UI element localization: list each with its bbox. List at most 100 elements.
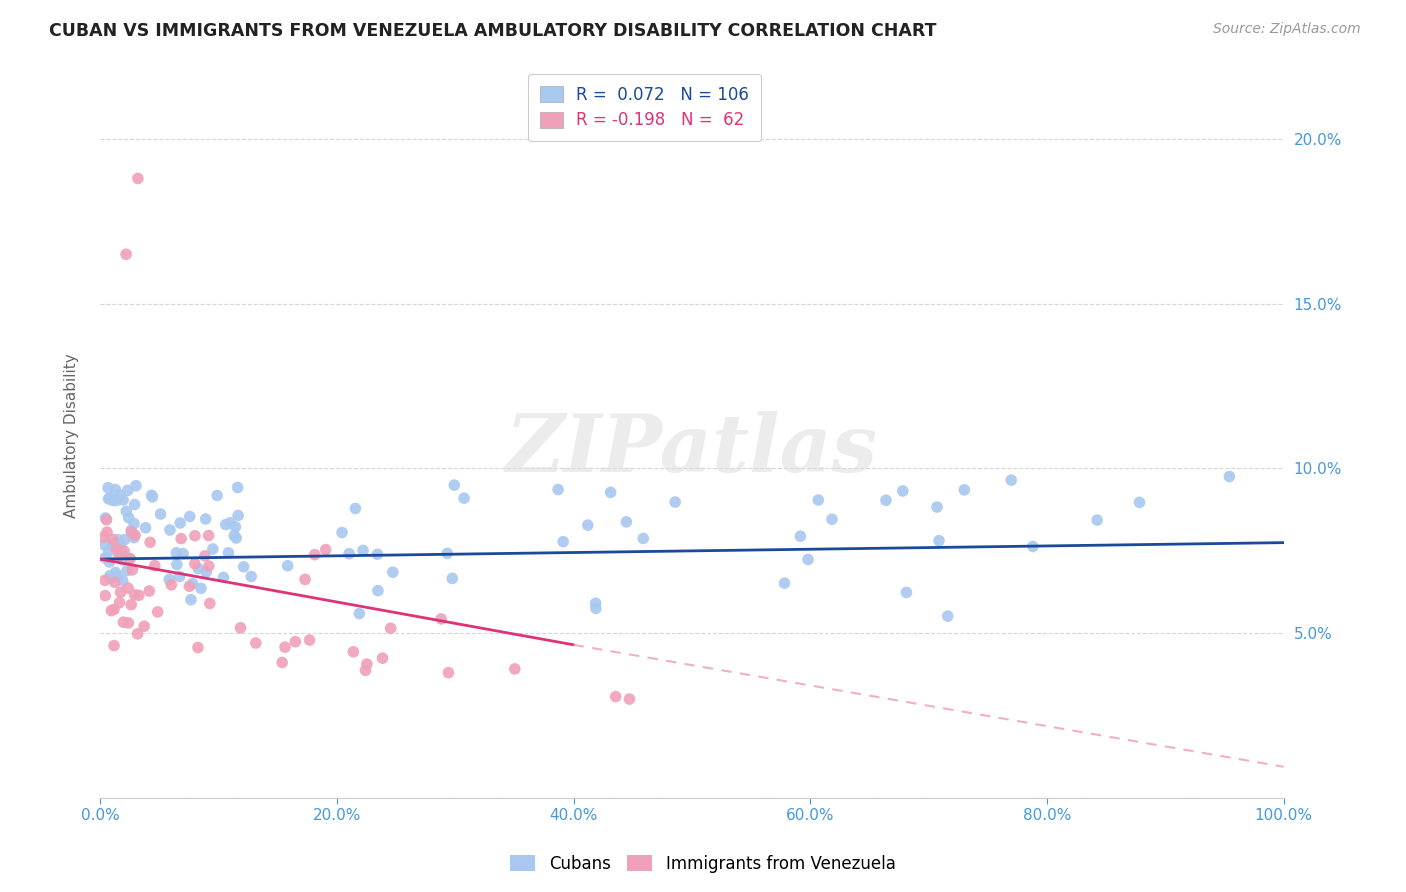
- Point: [179, 579, 201, 593]
- Point: [159, 523, 181, 537]
- Point: [453, 491, 475, 506]
- Point: [585, 596, 607, 610]
- Point: [128, 588, 150, 602]
- Point: [928, 533, 950, 548]
- Point: [166, 558, 188, 572]
- Point: [157, 573, 180, 587]
- Point: [226, 480, 249, 494]
- Point: [97, 544, 120, 558]
- Point: [197, 528, 219, 542]
- Point: [271, 656, 294, 670]
- Point: [122, 531, 145, 545]
- Point: [124, 588, 146, 602]
- Point: [437, 665, 460, 680]
- Point: [115, 504, 138, 518]
- Point: [330, 525, 353, 540]
- Point: [101, 493, 124, 508]
- Point: [1128, 495, 1150, 509]
- Point: [117, 615, 139, 630]
- Point: [181, 576, 204, 591]
- Point: [240, 569, 263, 583]
- Point: [104, 483, 127, 497]
- Point: [170, 532, 193, 546]
- Point: [1085, 513, 1108, 527]
- Point: [165, 546, 187, 560]
- Point: [125, 479, 148, 493]
- Point: [371, 651, 394, 665]
- Point: [184, 557, 207, 571]
- Point: [94, 574, 117, 588]
- Point: [430, 612, 453, 626]
- Point: [201, 541, 224, 556]
- Point: [891, 483, 914, 498]
- Point: [97, 481, 120, 495]
- Point: [101, 539, 124, 553]
- Point: [108, 549, 131, 563]
- Point: [337, 547, 360, 561]
- Legend: R =  0.072   N = 106, R = -0.198   N =  62: R = 0.072 N = 106, R = -0.198 N = 62: [529, 74, 761, 141]
- Point: [875, 493, 897, 508]
- Point: [807, 493, 830, 508]
- Point: [112, 615, 135, 630]
- Point: [108, 488, 131, 502]
- Point: [380, 621, 402, 635]
- Point: [111, 547, 134, 561]
- Point: [821, 512, 844, 526]
- Point: [111, 574, 134, 588]
- Point: [97, 491, 120, 506]
- Point: [503, 662, 526, 676]
- Point: [120, 524, 142, 539]
- Point: [98, 491, 121, 505]
- Point: [212, 570, 235, 584]
- Point: [352, 543, 374, 558]
- Point: [194, 549, 217, 563]
- Point: [169, 569, 191, 583]
- Point: [117, 483, 139, 498]
- Point: [160, 578, 183, 592]
- Point: [344, 501, 367, 516]
- Point: [367, 583, 389, 598]
- Point: [115, 247, 138, 261]
- Point: [342, 645, 364, 659]
- Point: [114, 533, 136, 547]
- Point: [103, 639, 125, 653]
- Point: [105, 569, 128, 583]
- Point: [110, 538, 132, 552]
- Point: [896, 585, 918, 599]
- Point: [112, 492, 135, 507]
- Point: [224, 520, 246, 534]
- Point: [96, 513, 118, 527]
- Point: [224, 528, 246, 542]
- Point: [135, 521, 157, 535]
- Point: [356, 657, 378, 672]
- Point: [124, 528, 146, 542]
- Point: [172, 547, 194, 561]
- Point: [633, 532, 655, 546]
- Point: [284, 634, 307, 648]
- Point: [107, 533, 129, 547]
- Point: [217, 546, 239, 560]
- Point: [120, 551, 142, 566]
- Point: [366, 547, 388, 561]
- Point: [773, 576, 796, 591]
- Point: [101, 533, 124, 547]
- Point: [1022, 540, 1045, 554]
- Point: [797, 552, 820, 566]
- Point: [198, 559, 221, 574]
- Point: [117, 581, 139, 595]
- Point: [120, 598, 142, 612]
- Point: [605, 690, 627, 704]
- Point: [127, 171, 149, 186]
- Point: [93, 530, 115, 544]
- Point: [381, 566, 404, 580]
- Point: [274, 640, 297, 654]
- Point: [547, 483, 569, 497]
- Point: [443, 478, 465, 492]
- Point: [124, 498, 146, 512]
- Point: [184, 529, 207, 543]
- Point: [664, 495, 686, 509]
- Point: [108, 596, 131, 610]
- Point: [169, 516, 191, 530]
- Point: [232, 559, 254, 574]
- Point: [315, 542, 337, 557]
